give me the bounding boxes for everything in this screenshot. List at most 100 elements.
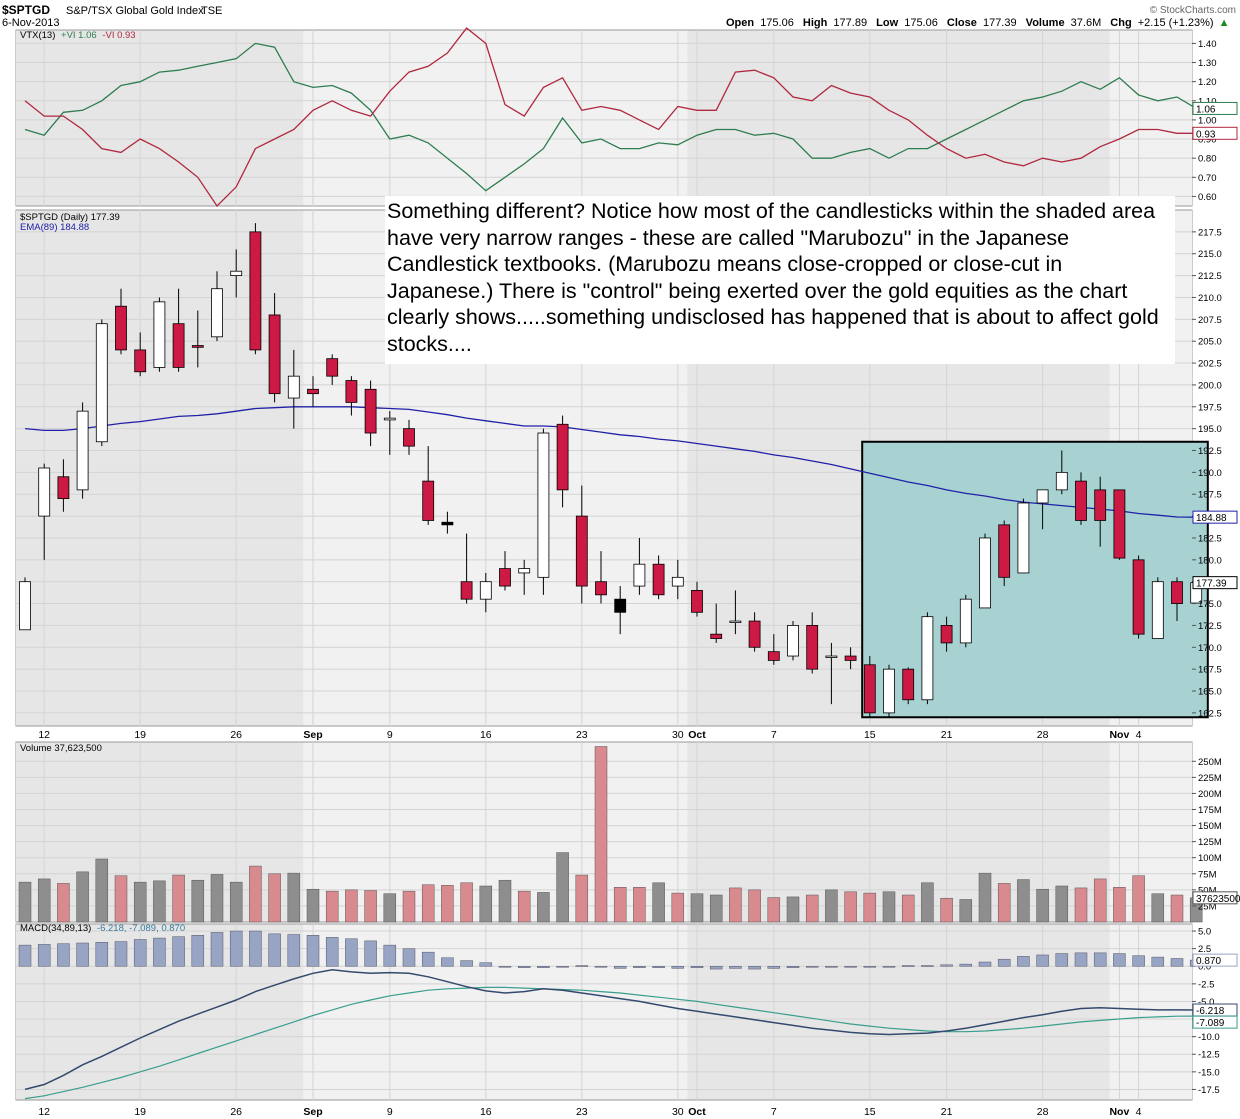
x-tick-label: Sep <box>303 729 322 741</box>
volume-bar <box>575 874 589 923</box>
candle-body <box>383 417 396 421</box>
volume-bar <box>133 881 147 923</box>
x-tick-label: Nov <box>1109 729 1129 741</box>
candle <box>652 555 665 600</box>
macd-hist-bar <box>460 960 473 967</box>
month-band <box>16 30 304 206</box>
macd-hist-bar <box>594 965 608 968</box>
candle <box>595 551 607 604</box>
ohlc-line: Open 175.06 High 177.89 Low 175.06 Close… <box>726 17 1230 29</box>
vtx-tick-label: 0.80 <box>1198 154 1217 165</box>
volume-bar <box>959 899 973 923</box>
volume-bar <box>517 890 531 923</box>
volume-bar <box>498 879 512 923</box>
macd-hist-bar <box>1074 952 1088 967</box>
volume-bar <box>709 894 723 923</box>
macd-hist-bar <box>997 958 1011 967</box>
x-tick-label: 15 <box>864 729 876 741</box>
volume-bar <box>1151 893 1165 923</box>
macd-hist-bar <box>844 965 857 968</box>
macd-tick-label: -5.0 <box>1198 997 1214 1008</box>
close-badge-text: 177.39 <box>1196 579 1227 590</box>
macd-hist-bar <box>825 965 838 968</box>
chg-value: +2.15 (+1.23%) <box>1138 17 1214 29</box>
x-tick-label: Nov <box>1109 1106 1129 1118</box>
volume-bar <box>978 872 992 923</box>
annotation-text: Something different? Notice how most of … <box>385 196 1175 364</box>
x-tick-label: 15 <box>864 1106 876 1118</box>
volume-bar <box>479 885 493 923</box>
candle-body <box>921 616 934 701</box>
candle-body <box>153 301 166 368</box>
candle <box>748 612 761 652</box>
candle-body <box>575 515 588 587</box>
candle-body <box>460 581 473 600</box>
volume-bar <box>287 872 301 923</box>
price-tick-label: 187.5 <box>1198 490 1222 501</box>
volume-bar <box>671 892 685 923</box>
macd-hist-bar <box>613 965 627 969</box>
volume-panel <box>18 746 1203 923</box>
candle <box>422 446 435 525</box>
candle <box>710 603 723 643</box>
volume-bar <box>901 894 915 923</box>
close-label: Close <box>947 17 977 29</box>
vtx-legend-plus: +VI 1.06 <box>61 30 97 41</box>
candle <box>787 621 799 661</box>
candle-body <box>479 581 492 600</box>
volume-tick-label: 25M <box>1198 901 1217 912</box>
price-tick-label: 195.0 <box>1198 424 1222 435</box>
volume-bar <box>997 883 1011 923</box>
macd-hist-bar <box>210 932 224 967</box>
macd-hist-bar <box>1132 955 1145 967</box>
volume-tick-label: 225M <box>1198 773 1222 784</box>
macd-hist-bar <box>191 935 205 967</box>
candle <box>479 572 492 613</box>
candle-body <box>518 568 531 574</box>
candle <box>729 590 742 635</box>
macd-hist-bar <box>249 930 262 967</box>
macd-legend-values: -6.218, -7.089, 0.870 <box>97 923 185 934</box>
price-panel <box>19 223 1203 718</box>
volume-bar <box>748 889 761 923</box>
volume-bar <box>1017 879 1030 923</box>
price-tick-label: 212.5 <box>1198 271 1222 282</box>
macd-panel <box>18 930 1203 1100</box>
candle-body <box>748 620 761 648</box>
macd-hist-bar <box>767 965 781 969</box>
macd-hist-bar <box>709 965 723 970</box>
candle-body <box>499 568 511 587</box>
volume-bar <box>345 889 358 923</box>
candle <box>460 533 473 604</box>
candle-body <box>959 598 972 644</box>
macd-hist-bar <box>1170 958 1184 967</box>
vtx-tick-label: 1.40 <box>1198 39 1217 50</box>
candle <box>767 634 780 665</box>
candle <box>268 293 281 403</box>
candle <box>883 664 895 718</box>
candle-body <box>825 655 838 658</box>
vi-plus-badge <box>1192 101 1238 115</box>
volume-tick-label: 200M <box>1198 789 1222 800</box>
macd-hist-bar <box>1017 956 1030 967</box>
candle-body <box>633 563 646 587</box>
volume-tick-label: 175M <box>1198 805 1222 816</box>
candle-body <box>710 633 723 639</box>
volume-bar <box>882 891 896 923</box>
exchange: TSE <box>201 5 222 17</box>
x-tick-label: 26 <box>230 1106 242 1118</box>
volume-bar <box>210 874 224 923</box>
macd-hist-bar <box>959 963 973 967</box>
volume-badge-text: 37623500 <box>1196 894 1240 905</box>
macd-legend: MACD(34,89,13) -6.218, -7.089, 0.870 <box>20 923 185 934</box>
volume-bar <box>613 887 627 923</box>
candle-body <box>95 323 108 443</box>
volume-bar <box>325 890 339 923</box>
candle-body <box>1036 489 1049 504</box>
month-band <box>1109 30 1192 206</box>
candle <box>1036 489 1049 530</box>
candle <box>287 349 300 429</box>
price-tick-label: 192.5 <box>1198 446 1222 457</box>
candle <box>211 271 223 342</box>
